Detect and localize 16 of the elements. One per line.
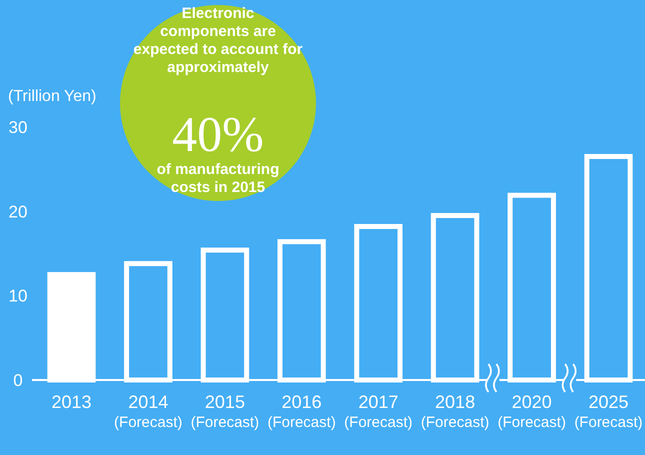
x-tick-label: 2017 (Forecast) [344,392,413,431]
annotation: 40% [172,106,264,162]
annotation: of manufacturing costs in 2015 [156,161,280,196]
x-tick-label: 2013 [51,392,92,412]
y-tick-label: 0 [13,370,23,390]
y-axis-title: (Trillion Yen) [8,88,96,105]
y-tick-label: 10 [8,286,28,306]
x-tick-label: 2016 (Forecast) [267,392,336,431]
x-tick-label: 2018 (Forecast) [420,392,490,431]
y-tick-label: 20 [8,202,28,222]
x-tick-label: 2014 (Forecast) [114,392,182,431]
text: Electronic components are expected to account for approximately [133,5,303,76]
y-tick-label: 30 [8,118,28,137]
x-tick-label: 2025 (Forecast) [574,392,643,431]
x-tick-label: 2015 (Forecast) [190,392,260,431]
x-tick-label: 2020 (Forecast) [498,392,566,431]
